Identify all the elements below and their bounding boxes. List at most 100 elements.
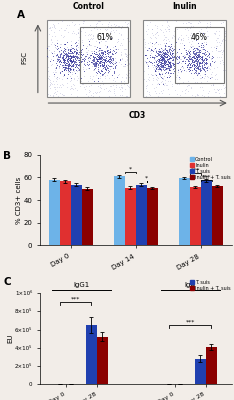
Point xyxy=(95,57,99,64)
Point xyxy=(71,44,75,51)
Point xyxy=(181,57,185,63)
Point xyxy=(212,82,215,88)
Point xyxy=(153,52,157,58)
Point xyxy=(77,58,81,65)
Point xyxy=(103,26,107,32)
Point xyxy=(206,33,209,39)
Point xyxy=(192,61,196,67)
Point xyxy=(222,66,226,72)
Point xyxy=(162,57,166,64)
Point xyxy=(190,64,193,70)
Text: ***: *** xyxy=(185,320,195,324)
Point xyxy=(61,48,65,55)
Point xyxy=(162,67,165,74)
Point xyxy=(187,60,190,67)
Point xyxy=(200,84,204,90)
Point xyxy=(165,66,169,72)
Point xyxy=(159,51,163,57)
Bar xyxy=(143,20,226,97)
Point xyxy=(92,62,96,69)
Point xyxy=(52,24,55,30)
Point xyxy=(187,60,191,67)
Point xyxy=(188,43,192,49)
Point xyxy=(196,71,200,78)
Point xyxy=(57,64,61,70)
Point xyxy=(85,50,89,57)
Point xyxy=(57,27,61,33)
Point xyxy=(77,74,80,81)
Point xyxy=(113,64,117,70)
Point xyxy=(159,74,163,81)
Point xyxy=(179,32,183,38)
Point xyxy=(201,66,205,72)
Point xyxy=(152,54,156,60)
Point xyxy=(177,46,181,52)
Point xyxy=(87,82,91,89)
Point xyxy=(74,57,78,63)
Point xyxy=(68,56,72,63)
Point xyxy=(66,53,69,60)
Point xyxy=(83,56,87,62)
Bar xyxy=(49,180,60,246)
Point xyxy=(149,70,153,77)
Point xyxy=(112,67,116,74)
Point xyxy=(78,34,81,40)
Point xyxy=(106,72,109,78)
Point xyxy=(190,58,194,64)
Point xyxy=(158,71,162,78)
Point xyxy=(189,70,193,76)
Point xyxy=(163,59,167,65)
Point xyxy=(88,74,91,81)
Point xyxy=(116,37,119,44)
Bar xyxy=(125,188,136,246)
Point xyxy=(153,46,156,52)
Point xyxy=(70,58,74,65)
Point xyxy=(161,94,165,100)
Point xyxy=(202,64,205,70)
Point xyxy=(221,59,225,66)
Point xyxy=(106,67,110,74)
Point xyxy=(163,53,166,60)
Point xyxy=(171,46,175,53)
Point xyxy=(61,59,65,66)
Point xyxy=(71,52,74,58)
Point xyxy=(201,57,204,64)
Point xyxy=(95,56,99,62)
Point xyxy=(103,48,106,54)
Point xyxy=(74,62,78,68)
Point xyxy=(176,91,179,97)
Point xyxy=(200,54,204,60)
Point xyxy=(102,65,105,72)
Point xyxy=(57,75,61,81)
Point xyxy=(202,59,206,65)
Point xyxy=(95,60,99,66)
Point xyxy=(151,75,154,81)
Point xyxy=(163,42,167,48)
Point xyxy=(87,80,91,86)
Point xyxy=(169,55,173,61)
Point xyxy=(74,39,78,45)
Point xyxy=(93,58,97,65)
Point xyxy=(66,61,70,68)
Point xyxy=(165,50,169,57)
Point xyxy=(107,86,111,93)
Point xyxy=(159,62,163,68)
Point xyxy=(201,56,204,62)
Point xyxy=(148,92,152,98)
Point xyxy=(208,60,212,67)
Point xyxy=(67,59,70,66)
Point xyxy=(69,62,73,69)
Point xyxy=(148,58,152,65)
Point xyxy=(127,38,131,44)
Point xyxy=(72,75,76,82)
Point xyxy=(156,68,160,75)
Point xyxy=(152,94,155,100)
Point xyxy=(168,64,172,70)
Point xyxy=(111,56,114,63)
Point xyxy=(179,37,183,44)
Point xyxy=(53,22,56,29)
Point xyxy=(77,55,80,62)
Point xyxy=(58,58,62,64)
Point xyxy=(75,87,78,94)
Point xyxy=(200,54,204,61)
